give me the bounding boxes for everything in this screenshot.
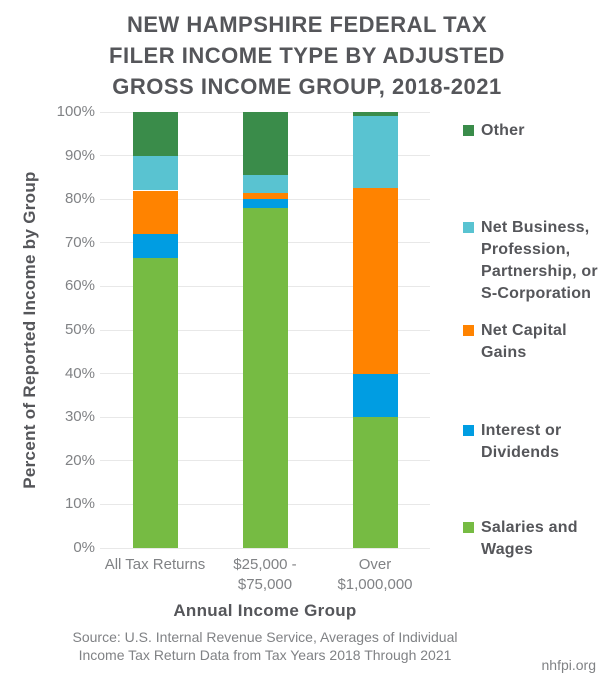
bar-segment	[132, 258, 178, 548]
y-axis-tick-label: 100%	[56, 103, 95, 120]
legend-item: Net Capital Gains	[463, 320, 603, 364]
legend-swatch	[463, 222, 474, 233]
legend-label: Salaries and Wages	[481, 519, 578, 558]
y-axis-tick-label: 30%	[64, 408, 95, 426]
legend-swatch	[463, 425, 474, 436]
legend-label: Net Business, Profession, Partnership, o…	[481, 219, 598, 302]
legend-label: Interest or Dividends	[481, 422, 562, 461]
source-note: Source: U.S. Internal Revenue Service, A…	[0, 628, 530, 664]
legend-item: Interest or Dividends	[463, 420, 603, 464]
bar-segment	[352, 373, 398, 418]
bar-segment	[242, 207, 288, 548]
legend-item: Net Business, Profession, Partnership, o…	[463, 217, 603, 305]
bar-segment	[242, 192, 288, 200]
y-axis-tick-label: 0%	[73, 539, 95, 556]
y-axis-tick-label: 80%	[64, 190, 95, 208]
chart-title-line: FILER INCOME TYPE BY ADJUSTED	[109, 43, 505, 68]
source-line-2: Income Tax Return Data from Tax Years 20…	[78, 647, 452, 663]
bar-segment	[352, 112, 398, 117]
bar-segment	[352, 188, 398, 374]
chart-title-line: NEW HAMPSHIRE FEDERAL TAX	[126, 12, 488, 37]
legend-label: Net Capital Gains	[481, 322, 567, 361]
y-axis-tick-label: 70%	[64, 233, 95, 251]
bar-segment	[352, 417, 398, 548]
x-axis-tick-label: Over $1,000,000	[337, 556, 413, 593]
legend-item: Salaries and Wages	[463, 517, 603, 561]
bar-segment	[242, 175, 288, 193]
legend-label: Other	[481, 122, 525, 139]
bar-segment	[242, 112, 288, 176]
bar-segment	[132, 234, 178, 259]
plot-area	[100, 111, 430, 549]
legend-swatch	[463, 325, 474, 336]
gridline	[100, 547, 430, 549]
x-axis-tick-label: $25,000 - $75,000	[233, 556, 297, 593]
y-axis-tick-label: 20%	[64, 451, 95, 469]
x-axis-tick-label: All Tax Returns	[104, 556, 206, 573]
y-axis-tick-label: 50%	[64, 321, 95, 338]
y-axis-tick-label: 90%	[64, 146, 95, 164]
y-axis-tick-label: 10%	[64, 495, 95, 513]
source-line-1: Source: U.S. Internal Revenue Service, A…	[72, 629, 458, 645]
legend-swatch	[463, 125, 474, 136]
x-axis-title: Annual Income Group	[173, 601, 357, 620]
bar-segment	[132, 112, 178, 156]
legend-swatch	[463, 522, 474, 533]
bar-segment	[132, 155, 178, 191]
legend-item: Other	[463, 120, 603, 142]
y-axis-tick-label: 40%	[64, 364, 95, 382]
chart-title: NEW HAMPSHIRE FEDERAL TAX FILER INCOME TY…	[0, 9, 614, 102]
bar-segment	[352, 116, 398, 189]
site-text: nhfpi.org	[541, 657, 596, 673]
gridline	[100, 111, 430, 113]
bar-segment	[242, 199, 288, 208]
bar-segment	[132, 190, 178, 235]
y-axis-tick-label: 60%	[64, 277, 95, 295]
chart-title-line: GROSS INCOME GROUP, 2018-2021	[112, 74, 502, 99]
